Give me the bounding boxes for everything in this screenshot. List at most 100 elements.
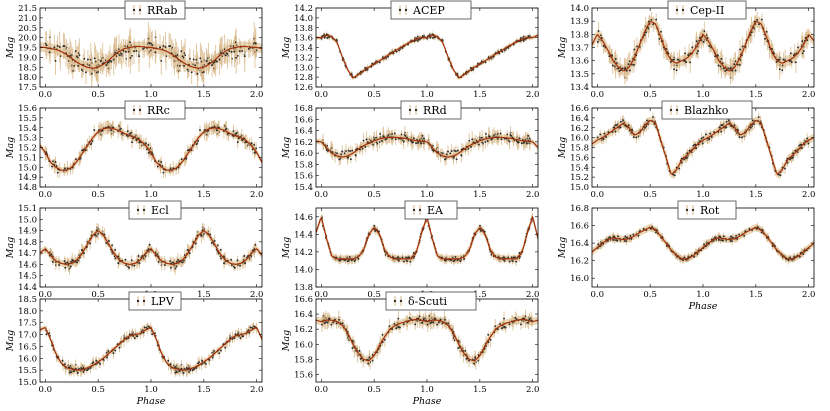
data-point (107, 61, 110, 64)
data-point (90, 72, 93, 75)
x-tick-label: 0.5 (367, 190, 381, 200)
x-tick-label: 0.5 (91, 290, 105, 300)
y-tick-label: 14.5 (18, 272, 37, 282)
legend-marker (138, 8, 142, 12)
data-point (748, 227, 751, 230)
data-point (341, 150, 344, 153)
data-point (597, 30, 600, 32)
data-point (381, 140, 383, 142)
data-point (734, 60, 737, 63)
data-point (633, 63, 635, 66)
data-point (228, 49, 231, 52)
data-point (515, 260, 518, 263)
data-point (445, 153, 448, 156)
legend-marker (675, 8, 679, 12)
data-point (401, 256, 404, 259)
data-point (479, 229, 482, 232)
model-curve (40, 45, 262, 69)
data-point (520, 142, 523, 145)
legend-box (404, 200, 458, 220)
data-point (642, 227, 645, 230)
legend-marker (404, 8, 408, 12)
data-point (124, 258, 127, 261)
data-point (635, 136, 638, 139)
y-tick-label: 14.0 (294, 265, 313, 275)
data-point (133, 50, 135, 53)
data-point (194, 242, 197, 245)
data-point (117, 262, 120, 265)
data-point (130, 259, 133, 262)
data-point (138, 55, 141, 58)
data-point (129, 56, 132, 59)
data-point (233, 266, 236, 269)
data-point (455, 158, 458, 161)
panel-rrd: 15.415.6 15.816.016.216.4 16.616.8 0.0 0.5 1.… (281, 100, 539, 200)
y-axis-label: Mag (5, 237, 16, 259)
legend-label: RRd (423, 104, 447, 117)
data-point (612, 126, 615, 129)
data-point (720, 124, 723, 127)
data-point (53, 46, 56, 49)
data-point (463, 258, 466, 260)
data-point (778, 58, 781, 61)
y-tick-label: 14.0 (570, 4, 589, 14)
data-point (78, 54, 81, 57)
plot-area (316, 126, 538, 166)
data-point (646, 119, 648, 122)
data-point (781, 69, 784, 72)
data-point (469, 66, 472, 69)
data-point (236, 259, 239, 262)
plot-area (40, 223, 262, 275)
y-tick-label: 16.2 (570, 257, 589, 267)
data-point (701, 142, 704, 145)
data-point (443, 259, 446, 262)
data-point (195, 58, 198, 61)
data-point (596, 40, 599, 43)
data-point (750, 31, 753, 34)
data-point (254, 243, 257, 246)
data-point (128, 41, 131, 44)
data-point (778, 68, 781, 71)
data-point (170, 266, 172, 269)
x-tick-label: 0.5 (643, 290, 657, 300)
data-point (186, 149, 189, 152)
data-point (219, 248, 222, 251)
data-point (409, 260, 412, 263)
data-point (503, 259, 506, 262)
data-point (714, 55, 717, 58)
data-point (205, 60, 208, 63)
y-axis-label: Mag (5, 137, 16, 159)
data-point (238, 50, 241, 53)
data-point (479, 224, 481, 227)
data-point (196, 72, 199, 75)
data-point (644, 126, 646, 129)
data-point (362, 139, 365, 142)
data-point (709, 132, 712, 135)
y-tick-label: 15.0 (18, 215, 37, 225)
data-point (126, 130, 129, 133)
data-point (213, 239, 216, 242)
data-point (128, 266, 131, 269)
y-axis-label: Mag (557, 37, 568, 59)
data-point (169, 167, 172, 170)
data-point (691, 46, 694, 49)
data-point (672, 173, 675, 176)
y-tick-label: 16.2 (570, 124, 589, 134)
data-point (636, 45, 638, 48)
legend-marker (408, 108, 412, 112)
data-point (379, 132, 382, 135)
data-point (612, 238, 615, 241)
data-point (775, 60, 778, 63)
data-point (650, 18, 653, 21)
x-tick-label: 0.0 (315, 90, 329, 100)
data-point (124, 50, 127, 53)
data-point (452, 260, 455, 263)
data-point (607, 131, 610, 134)
legend: EA (404, 200, 458, 220)
data-point (725, 120, 728, 123)
data-point (605, 136, 608, 138)
x-tick-label: 0.0 (39, 290, 53, 300)
data-point (655, 18, 658, 21)
data-point (611, 64, 614, 67)
data-point (717, 64, 720, 67)
